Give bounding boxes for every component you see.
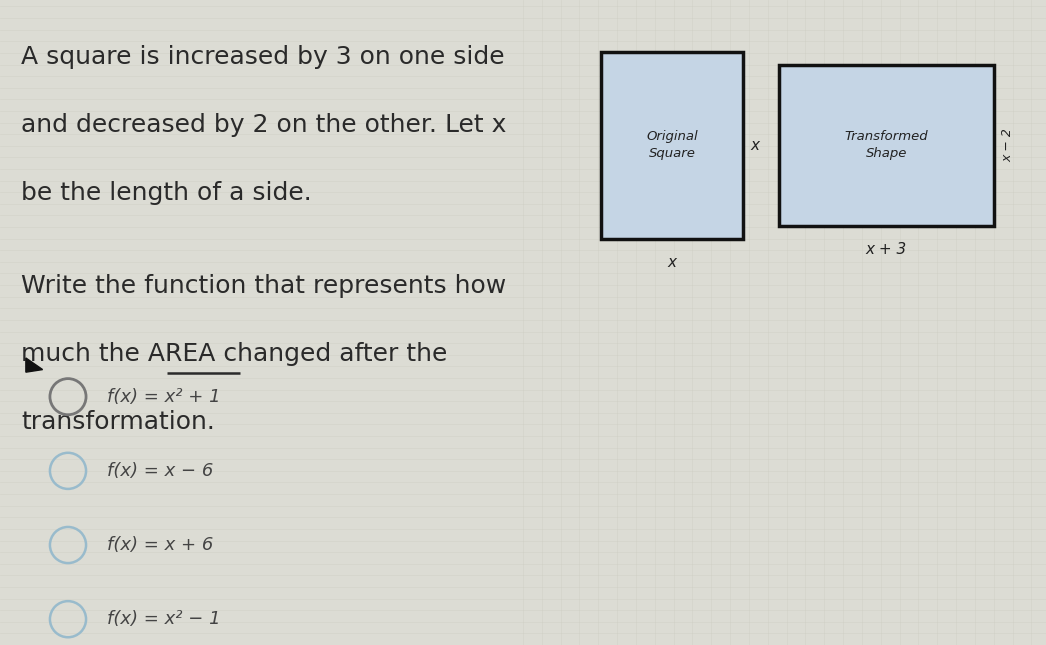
Polygon shape	[26, 358, 43, 372]
Text: f(x) = x − 6: f(x) = x − 6	[107, 462, 213, 480]
Text: x: x	[667, 255, 677, 270]
Text: transformation.: transformation.	[21, 410, 214, 433]
Text: Original
Square: Original Square	[646, 130, 698, 160]
Bar	[601, 52, 743, 239]
Text: Transformed
Shape: Transformed Shape	[845, 130, 928, 160]
Text: x + 3: x + 3	[866, 242, 907, 257]
Text: x − 2: x − 2	[1001, 128, 1014, 162]
Text: much the AREA changed after the: much the AREA changed after the	[21, 342, 448, 366]
Text: and decreased by 2 on the other. Let x: and decreased by 2 on the other. Let x	[21, 113, 506, 137]
Text: f(x) = x² + 1: f(x) = x² + 1	[107, 388, 221, 406]
Text: be the length of a side.: be the length of a side.	[21, 181, 312, 204]
Text: x: x	[750, 137, 759, 153]
Text: Write the function that represents how: Write the function that represents how	[21, 274, 506, 298]
Text: f(x) = x² − 1: f(x) = x² − 1	[107, 610, 221, 628]
Text: A square is increased by 3 on one side: A square is increased by 3 on one side	[21, 45, 504, 69]
Text: f(x) = x + 6: f(x) = x + 6	[107, 536, 213, 554]
Bar	[779, 64, 994, 226]
